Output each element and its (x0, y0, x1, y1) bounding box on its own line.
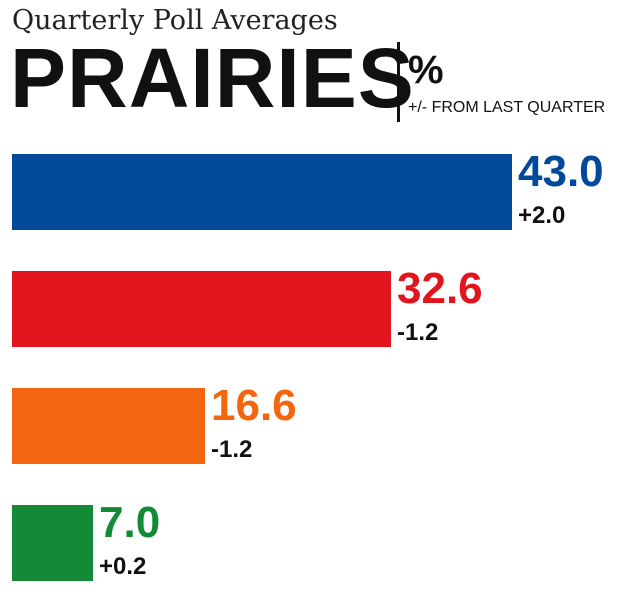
bar-3 (12, 505, 93, 581)
chart-subtitle: Quarterly Poll Averages (12, 5, 338, 36)
chart-title: PRAIRIES (10, 31, 415, 125)
bar-value-label-0: 43.0 (518, 147, 604, 196)
bar-value-label-1: 32.6 (397, 264, 483, 313)
bar-0 (12, 154, 512, 230)
bar-change-label-0: +2.0 (518, 202, 566, 229)
unit-label: % (408, 48, 444, 92)
title-divider (397, 42, 400, 122)
bar-value-label-2: 16.6 (211, 381, 297, 430)
change-caption: +/- FROM LAST QUARTER (408, 99, 606, 116)
bar-value-label-3: 7.0 (99, 498, 161, 547)
bar-change-label-2: -1.2 (211, 436, 253, 463)
bar-change-label-3: +0.2 (99, 553, 147, 580)
bar-change-label-1: -1.2 (397, 319, 439, 346)
bar-1 (12, 271, 391, 347)
bar-2 (12, 388, 205, 464)
